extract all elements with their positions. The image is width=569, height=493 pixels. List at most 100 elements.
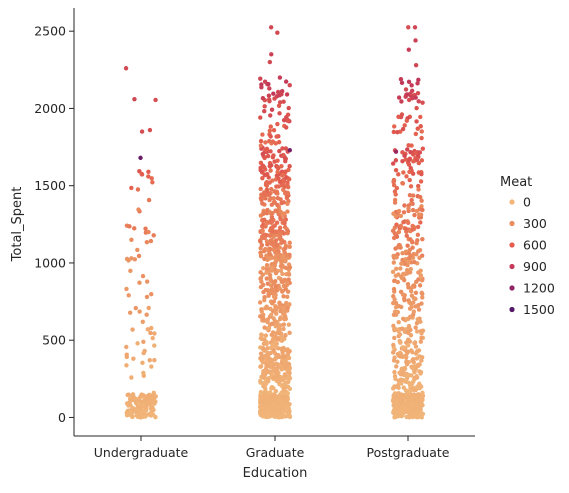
data-point [275,165,280,171]
data-point [281,354,286,359]
data-point [149,176,154,181]
data-point [399,99,404,104]
data-point [400,180,405,186]
data-point [396,172,401,177]
data-point [126,293,131,298]
points-layer [123,25,426,420]
data-point [275,322,280,327]
data-point [269,358,275,363]
data-point [417,354,422,359]
data-point [398,213,404,219]
data-point [275,374,281,379]
data-point [269,52,274,57]
data-point [402,297,407,303]
data-point [264,341,269,347]
data-point [277,286,282,291]
data-point [273,284,279,289]
data-point [277,111,282,116]
data-point [396,320,401,325]
data-point [407,339,413,344]
data-point [262,295,267,300]
data-point [268,134,273,139]
data-point [260,371,266,377]
data-point [413,290,419,296]
data-point [413,304,418,309]
data-point [131,406,136,411]
data-point [268,283,274,288]
data-point [399,80,405,86]
data-point [258,345,263,350]
data-point [282,336,287,342]
data-point [144,312,149,317]
data-point [408,314,413,320]
data-point [128,268,133,274]
legend-marker [509,285,515,291]
data-point [272,294,277,299]
data-point [137,168,142,174]
data-point [260,201,265,206]
data-point [287,330,292,336]
data-point [271,234,276,239]
data-point [405,243,410,248]
data-point [278,209,283,214]
data-point [285,289,291,294]
data-point [406,25,411,30]
data-point [399,326,405,331]
data-point [276,176,281,181]
data-point [281,410,286,415]
data-point [260,175,265,181]
legend-label: 1200 [523,281,555,296]
data-point [266,325,272,331]
data-point [283,245,288,251]
data-point [262,104,267,109]
data-point [139,129,145,134]
data-point [258,275,264,281]
data-point [269,290,274,295]
data-point [127,399,132,405]
data-point [273,411,279,417]
data-point [258,254,264,259]
data-point [414,375,420,380]
data-point [146,197,152,203]
data-point [129,256,134,261]
data-point [258,160,264,166]
data-point [391,178,397,183]
data-point [402,153,407,158]
data-point [400,345,406,350]
data-point [124,256,130,262]
data-point [416,392,421,397]
legend-label: 900 [523,259,547,274]
data-point [273,208,278,213]
data-point [262,79,268,84]
data-point [393,396,399,401]
data-point [416,348,422,353]
data-point [258,186,263,192]
data-point [398,266,403,271]
data-point [401,271,406,277]
data-point [393,158,399,163]
data-point [279,164,284,169]
data-point [129,237,134,242]
data-point [272,96,277,101]
data-point [286,355,292,361]
data-point [397,350,403,356]
data-point [285,228,291,234]
data-point [279,367,284,372]
data-point [400,378,406,383]
data-point [287,302,292,307]
data-point [418,369,424,375]
data-point [393,376,398,382]
data-point [283,259,288,264]
data-point [129,375,134,380]
data-point [147,358,152,363]
data-point [264,263,270,268]
data-point [281,326,286,332]
data-point [393,167,399,173]
data-point [410,96,415,101]
data-point [271,299,277,304]
data-point [404,267,410,273]
data-point [419,171,424,177]
data-point [268,275,273,281]
data-point [413,62,419,68]
data-point [135,341,140,346]
